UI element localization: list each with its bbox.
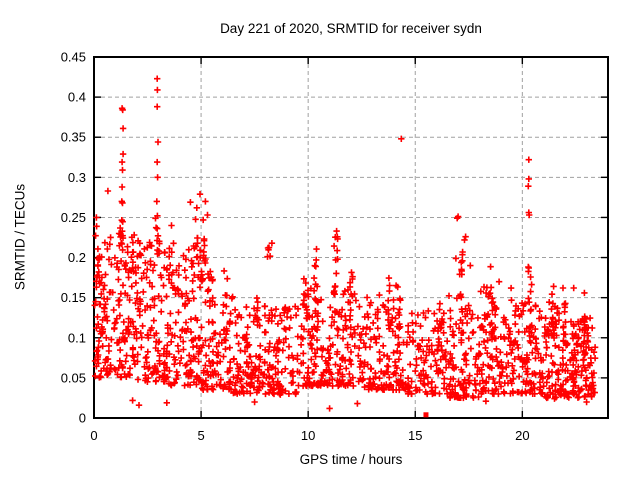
y-tick-label: 0.15: [61, 290, 86, 305]
y-axis-title: SRMTID / TECUs: [12, 183, 28, 291]
x-tick-label: 5: [197, 428, 204, 443]
y-tick-label: 0.1: [68, 330, 86, 345]
x-tick-label: 0: [90, 428, 97, 443]
y-tick-label: 0.2: [68, 250, 86, 265]
square-marker: [423, 412, 429, 418]
x-tick-label: 20: [515, 428, 529, 443]
y-tick-label: 0.3: [68, 170, 86, 185]
y-tick-label: 0.35: [61, 130, 86, 145]
x-axis-title: GPS time / hours: [299, 452, 403, 467]
chart-title: Day 221 of 2020, SRMTID for receiver syd…: [220, 21, 482, 36]
x-tick-label: 15: [408, 428, 422, 443]
plot-border: [93, 56, 609, 419]
x-tick-label: 10: [301, 428, 315, 443]
y-tick-label: 0.4: [68, 90, 86, 105]
y-tick-label: 0.05: [61, 370, 86, 385]
scatter-points: [91, 75, 599, 412]
y-tick-label: 0.25: [61, 210, 86, 225]
y-tick-label: 0.45: [61, 50, 86, 65]
y-tick-label: 0: [79, 411, 86, 426]
